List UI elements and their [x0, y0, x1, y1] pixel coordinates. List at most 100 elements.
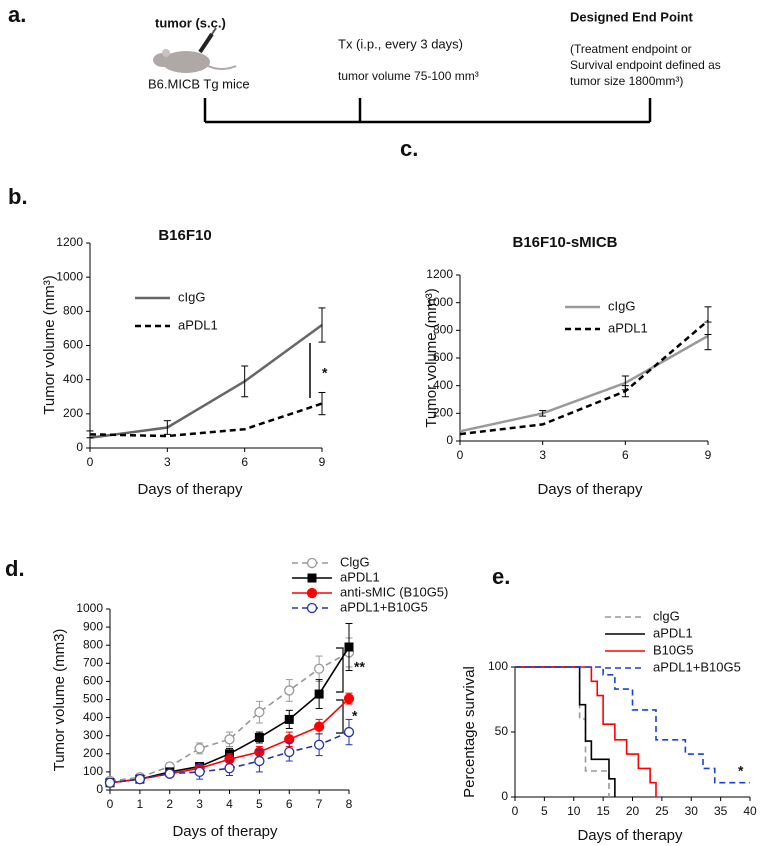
annotation: **: [354, 659, 365, 675]
chart-title: B16F10: [158, 227, 211, 244]
marker: [313, 739, 325, 750]
legend-label: cIgG: [178, 289, 205, 304]
x-tick-label: 15: [596, 804, 610, 818]
y-tick-label: 800: [83, 637, 103, 651]
marker: [284, 746, 295, 758]
legend-marker: [306, 602, 318, 614]
series-line: [515, 666, 610, 797]
x-tick-label: 3: [196, 797, 203, 811]
endpoint-line: (Treatment endpoint or: [570, 42, 692, 56]
treatment-label: Tx (i.p., every 3 days): [338, 36, 463, 51]
x-tick-label: 9: [705, 448, 712, 462]
legend-label: cIgG: [608, 298, 635, 313]
y-tick-label: 1000: [76, 601, 103, 615]
marker: [343, 726, 355, 738]
x-tick-label: 35: [714, 804, 728, 818]
legend-label: aPDL1: [653, 625, 693, 640]
y-tick-label: 600: [83, 674, 103, 688]
significance-bracket: [336, 699, 344, 734]
x-tick-label: 0: [107, 797, 114, 811]
x-tick-label: 2: [166, 797, 173, 811]
mice-label: B6.MICB Tg mice: [148, 76, 250, 91]
marker: [254, 707, 265, 718]
series-line: [109, 651, 350, 782]
y-tick-label: 400: [83, 710, 103, 724]
x-tick-label: 0: [512, 804, 519, 818]
y-tick-label: 600: [63, 338, 83, 352]
x-tick-label: 6: [286, 797, 293, 811]
x-tick-label: 1: [137, 797, 144, 811]
y-tick-label: 800: [433, 323, 453, 337]
y-tick-label: 700: [83, 655, 103, 669]
y-tick-label: 0: [501, 789, 508, 803]
start-volume-label: tumor volume 75-100 mm³: [338, 69, 479, 83]
legend-label: aPDL1+B10G5: [653, 659, 741, 674]
injection-label: tumor (s.c.): [155, 15, 226, 30]
series-line: [459, 334, 709, 433]
x-tick-label: 10: [567, 804, 581, 818]
legend-marker: [306, 557, 318, 569]
marker: [164, 768, 175, 779]
y-tick-label: 400: [433, 378, 453, 392]
legend-label: ClgG: [340, 554, 370, 569]
marker: [284, 714, 294, 724]
legend-label: anti-sMIC (B10G5): [340, 584, 448, 599]
y-tick-label: 400: [63, 372, 83, 386]
x-tick-label: 9: [319, 455, 326, 469]
marker: [284, 685, 295, 696]
panel-label: b.: [8, 184, 28, 209]
x-tick-label: 8: [346, 797, 353, 811]
y-tick-label: 0: [76, 440, 83, 454]
y-axis-label: Tumor volume (mm3): [51, 629, 68, 772]
y-axis-label: Percentage survival: [461, 666, 478, 798]
marker: [104, 777, 116, 788]
series-line: [89, 402, 323, 438]
marker: [134, 773, 146, 785]
y-tick-label: 200: [63, 406, 83, 420]
legend-label: aPDL1: [340, 569, 380, 584]
marker: [313, 663, 325, 674]
x-tick-label: 6: [241, 455, 248, 469]
marker: [194, 743, 205, 754]
y-tick-label: 200: [83, 746, 103, 760]
y-tick-label: 0: [446, 433, 453, 447]
annotation: *: [738, 763, 744, 779]
x-tick-label: 0: [87, 455, 94, 469]
timeline: [203, 98, 652, 124]
x-tick-label: 40: [743, 804, 757, 818]
y-tick-label: 200: [433, 406, 453, 420]
marker: [343, 693, 355, 704]
y-tick-label: 50: [495, 724, 509, 738]
x-axis-label: Days of therapy: [537, 481, 643, 498]
series-line: [515, 666, 616, 797]
endpoint-line: Survival endpoint defined as: [570, 58, 721, 72]
y-tick-label: 800: [63, 304, 83, 318]
marker: [224, 763, 235, 774]
annotation: *: [322, 365, 328, 381]
marker: [314, 689, 324, 699]
y-tick-label: 900: [83, 619, 103, 633]
x-tick-label: 30: [685, 804, 699, 818]
y-tick-label: 600: [433, 350, 453, 364]
x-tick-label: 25: [655, 804, 669, 818]
y-tick-label: 1000: [56, 269, 83, 283]
panel-label: c.: [400, 136, 418, 161]
series-line: [89, 323, 323, 439]
x-tick-label: 5: [256, 797, 263, 811]
panel-label: d.: [5, 556, 25, 581]
annotation: *: [352, 708, 358, 724]
x-tick-label: 0: [457, 448, 464, 462]
y-tick-label: 100: [83, 764, 103, 778]
legend-label: aPDL1+B10G5: [340, 599, 428, 614]
y-axis-label: Tumor volume (mm³): [41, 275, 58, 414]
y-tick-label: 500: [83, 692, 103, 706]
x-tick-label: 3: [539, 448, 546, 462]
legend-label: clgG: [653, 608, 680, 623]
significance-bracket: [336, 647, 344, 693]
marker: [254, 755, 265, 767]
x-tick-label: 3: [164, 455, 171, 469]
x-tick-label: 6: [622, 448, 629, 462]
y-axis-label: Tumor volume (mm³): [423, 288, 440, 427]
legend-label: aPDL1: [608, 320, 648, 335]
